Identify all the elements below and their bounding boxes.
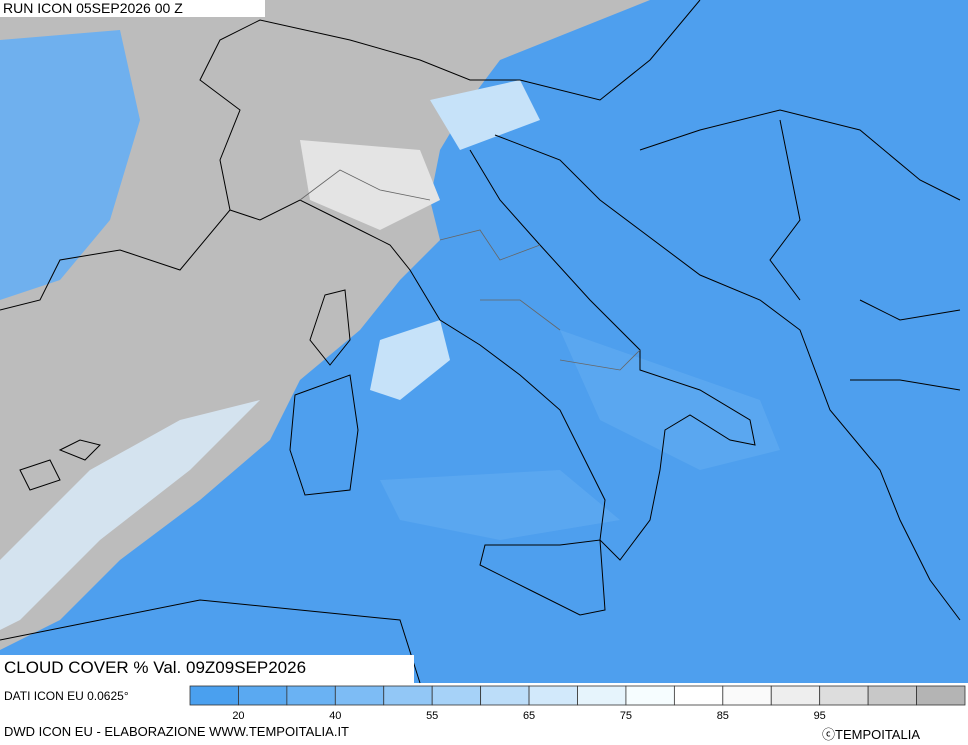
title-box: [0, 655, 414, 683]
legend-swatch: [383, 685, 433, 706]
legend-swatch: [286, 685, 336, 706]
cloud-streak: [0, 400, 260, 630]
header-box: [0, 0, 265, 17]
legend-tick-label: 85: [717, 710, 729, 722]
legend-swatch: [480, 685, 530, 706]
legend-swatch: [334, 685, 385, 706]
map-title: CLOUD COVER % Val. 09Z09SEP2026: [4, 658, 307, 677]
legend-swatch: [867, 685, 917, 706]
region-borders: [299, 169, 641, 371]
legend-swatch: [819, 685, 869, 706]
legend-tick-label: 55: [426, 710, 438, 722]
brand-label: ⓒTEMPOITALIA: [822, 727, 920, 742]
legend-tick-label: 65: [523, 710, 535, 722]
legend-swatch: [189, 685, 239, 706]
cloud-clear-patch: [0, 30, 140, 300]
legend-tick-label: 95: [814, 710, 826, 722]
legend-swatch: [528, 685, 578, 706]
run-label: RUN ICON 05SEP2026 00 Z: [3, 0, 183, 16]
legend-swatch: [625, 685, 675, 706]
credit-label: DWD ICON EU - ELABORAZIONE WWW.TEMPOITAL…: [4, 724, 349, 739]
legend-swatch: [431, 685, 482, 706]
legend-tick-label: 20: [232, 710, 244, 722]
legend-swatch: [238, 685, 288, 706]
legend-tick-label: 40: [329, 710, 341, 722]
legend-swatch: [673, 685, 724, 706]
coastlines: [0, 0, 961, 684]
cloud-light: [380, 330, 780, 540]
legend-swatch: [916, 685, 966, 706]
legend-swatch: [577, 685, 627, 706]
legend-swatch: [770, 685, 821, 706]
legend-tick-label: 75: [620, 710, 632, 722]
legend: 20 40 55 65 75 85 95: [189, 685, 966, 722]
cloud-streak: [370, 80, 540, 400]
legend-swatch: [722, 685, 772, 706]
source-label: DATI ICON EU 0.0625°: [4, 689, 129, 703]
